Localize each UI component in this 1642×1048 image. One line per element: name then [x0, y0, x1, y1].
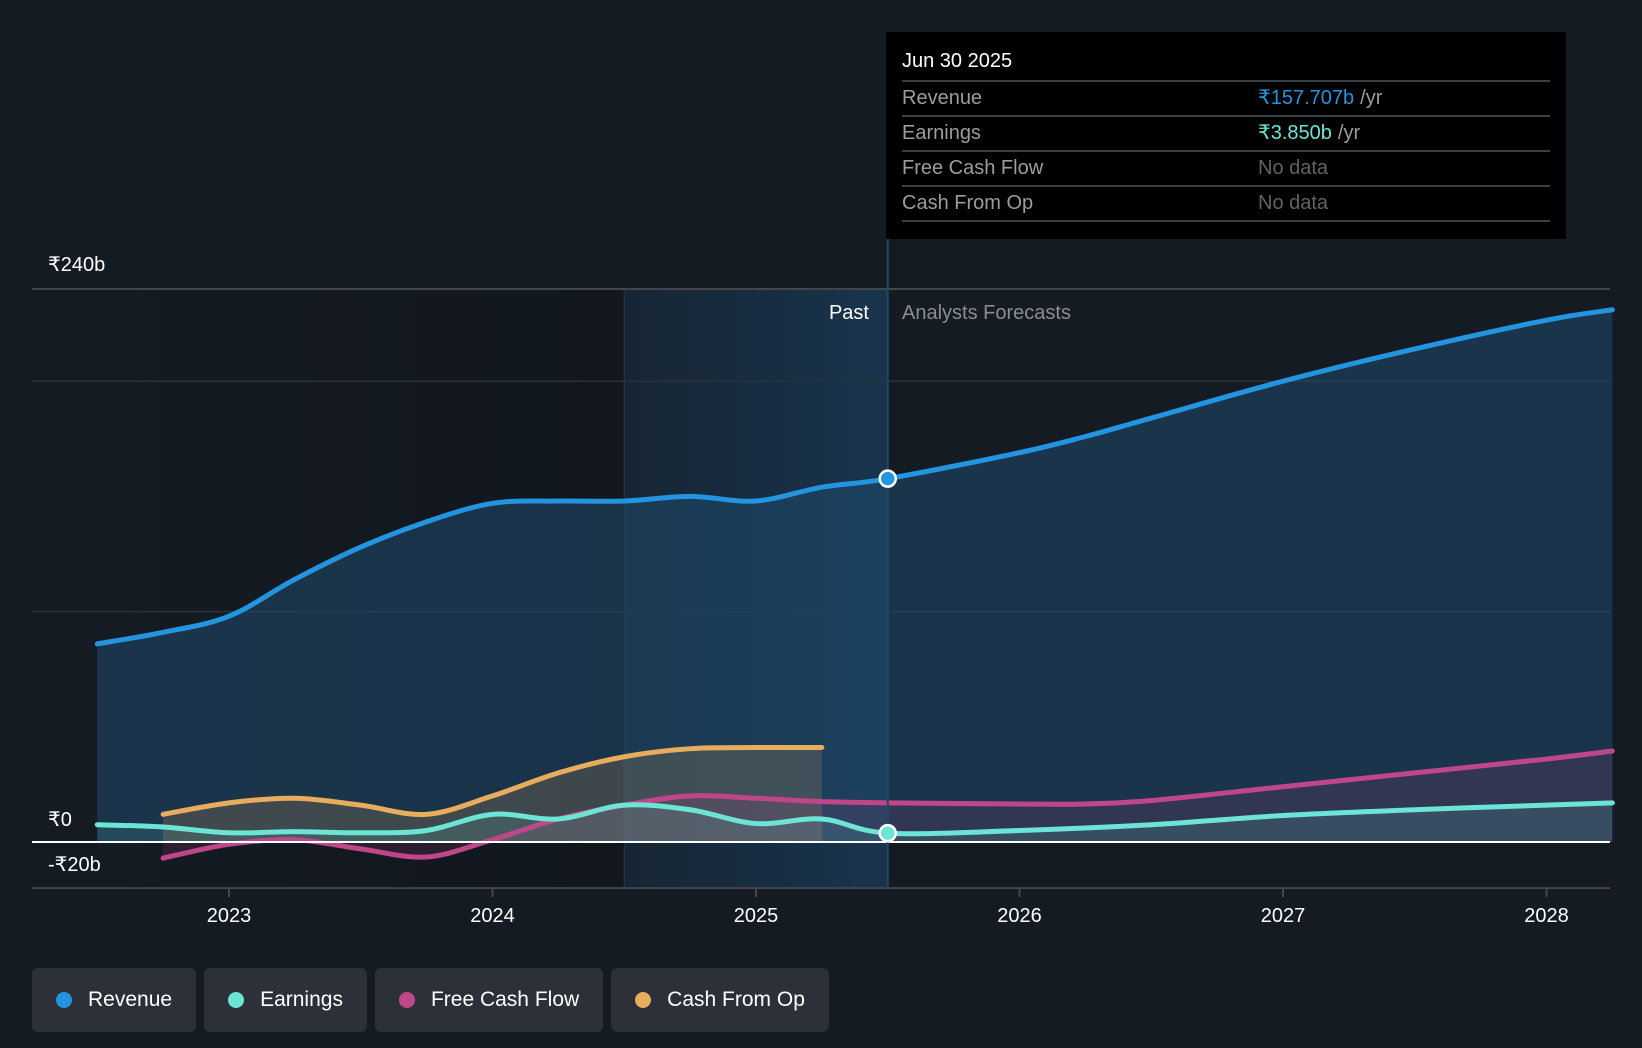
- x-tick-label: 2026: [997, 905, 1042, 927]
- legend-label: Cash From Op: [667, 988, 805, 1011]
- tooltip-label: Free Cash Flow: [902, 157, 1044, 179]
- tooltip: Jun 30 2025 Revenue ₹157.707b /yr Earnin…: [886, 32, 1566, 239]
- revenue-area: [97, 309, 1613, 842]
- earnings-area: [97, 802, 1613, 842]
- legend-label: Revenue: [88, 988, 173, 1011]
- tooltip-label: Earnings: [902, 122, 981, 144]
- legend-item-revenue[interactable]: Revenue: [32, 968, 197, 1032]
- tooltip-unit: /yr: [1337, 122, 1361, 144]
- legend-label: Earnings: [260, 988, 343, 1011]
- legend-item-free-cash-flow[interactable]: Free Cash Flow: [374, 968, 604, 1032]
- forecast-label: Analysts Forecasts: [902, 302, 1071, 324]
- tooltip-value: ₹157.707b: [1258, 87, 1355, 109]
- free-cash-flow-line: [160, 748, 1615, 861]
- y-tick-label: ₹240b: [48, 254, 105, 276]
- legend-label: Free Cash Flow: [430, 988, 580, 1011]
- free-cash-flow-dot-icon: [398, 992, 415, 1008]
- legend: Revenue Earnings Free Cash Flow Cash Fro…: [32, 968, 829, 1032]
- revenue-dot-icon: [56, 992, 72, 1008]
- tooltip-row-revenue: Revenue ₹157.707b /yr: [902, 82, 1550, 117]
- x-tick-label: 2028: [1524, 905, 1569, 927]
- legend-item-earnings[interactable]: Earnings: [204, 968, 367, 1032]
- earnings-dot-icon: [228, 992, 245, 1008]
- tooltip-label: Revenue: [902, 87, 983, 109]
- revenue-line: [94, 307, 1615, 647]
- revenue-marker: [878, 469, 897, 488]
- legend-item-cash-from-op[interactable]: Cash From Op: [611, 968, 829, 1032]
- tooltip-unit: /yr: [1360, 87, 1383, 109]
- tooltip-value: No data: [1258, 157, 1329, 179]
- past-label: Past: [829, 302, 869, 324]
- tooltip-row-cash-from-op: Cash From Op No data: [902, 187, 1550, 222]
- y-tick-label: -₹20b: [48, 854, 101, 876]
- cash-from-op-line: [160, 744, 825, 818]
- x-tick-label: 2025: [734, 905, 779, 927]
- earnings-marker: [878, 823, 897, 843]
- tooltip-label: Cash From Op: [902, 192, 1034, 214]
- tooltip-value: ₹3.850b: [1258, 122, 1332, 144]
- x-tick-label: 2023: [207, 905, 252, 927]
- x-tick-label: 2027: [1261, 905, 1306, 927]
- cash-from-op-dot-icon: [635, 992, 652, 1008]
- cash-from-op-area: [163, 747, 822, 842]
- tooltip-value: No data: [1258, 192, 1329, 214]
- tooltip-row-earnings: Earnings ₹3.850b /yr: [902, 117, 1550, 152]
- chart-canvas: 2023 2024 2025 2026 2027 2028 ₹240b ₹0 -₹20b Pas…: [32, 239, 1615, 927]
- tooltip-date: Jun 30 2025: [902, 46, 1550, 82]
- tooltip-row-free-cash-flow: Free Cash Flow No data: [902, 152, 1550, 187]
- y-tick-label: ₹0: [48, 809, 72, 831]
- x-tick-label: 2024: [470, 905, 515, 927]
- earnings-line: [94, 800, 1615, 837]
